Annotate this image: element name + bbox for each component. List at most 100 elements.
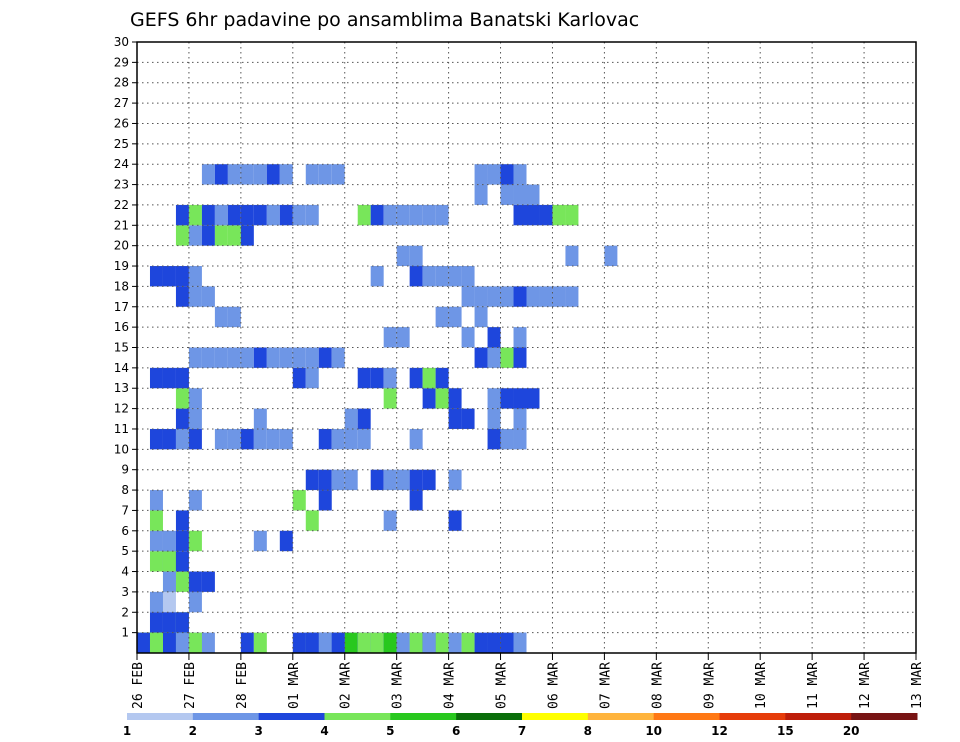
x-tick-label: 03 MAR — [391, 662, 406, 709]
heatmap-cell — [292, 632, 306, 653]
y-tick-label: 2 — [121, 605, 129, 619]
heatmap-cell — [240, 164, 254, 185]
x-tick-label: 02 MAR — [339, 662, 354, 709]
heatmap-cell — [188, 347, 202, 368]
heatmap-cell — [214, 225, 228, 246]
heatmap-cell — [162, 591, 176, 613]
heatmap-cell — [357, 204, 371, 226]
heatmap-cell — [448, 408, 462, 429]
heatmap-cell — [292, 347, 306, 368]
x-tick-label: 07 MAR — [598, 662, 613, 709]
y-tick-label: 29 — [114, 55, 129, 69]
heatmap-cell — [344, 469, 358, 491]
heatmap-cell — [175, 571, 189, 592]
legend-label: 15 — [777, 724, 794, 738]
heatmap-cell — [175, 510, 189, 531]
heatmap-cell — [500, 347, 514, 368]
heatmap-cell — [500, 428, 514, 450]
heatmap-cell — [513, 347, 527, 368]
heatmap-cell — [461, 286, 475, 307]
heatmap-cell — [409, 367, 423, 389]
legend-label: 6 — [452, 724, 460, 738]
y-tick-label: 19 — [114, 259, 129, 273]
y-tick-label: 28 — [114, 76, 129, 90]
y-tick-label: 16 — [114, 320, 129, 334]
heatmap-cell — [279, 428, 293, 450]
heatmap-cell — [331, 164, 345, 185]
y-tick-label: 21 — [114, 218, 129, 232]
legend-color-swatch — [851, 713, 918, 720]
grid-lines — [137, 42, 916, 653]
x-tick-label: 12 MAR — [858, 662, 873, 709]
y-tick-label: 11 — [114, 422, 129, 436]
heatmap-cell — [331, 428, 345, 450]
heatmap-cell — [188, 204, 202, 226]
heatmap-cell — [305, 347, 319, 368]
heatmap-cell — [383, 388, 397, 409]
heatmap-cell — [149, 428, 163, 450]
heatmap-cell — [552, 286, 566, 307]
heatmap-cell — [240, 225, 254, 246]
heatmap-cell — [513, 204, 527, 226]
heatmap-cell — [227, 225, 241, 246]
heatmap-cell — [409, 266, 423, 287]
heatmap-cell — [513, 184, 527, 205]
y-tick-label: 1 — [121, 626, 129, 640]
heatmap-cell — [422, 266, 436, 287]
heatmap-cell — [526, 204, 540, 226]
heatmap-cell — [318, 469, 332, 491]
heatmap-cell — [435, 306, 449, 328]
heatmap-cell — [552, 204, 566, 226]
heatmap-cell — [474, 184, 488, 205]
heatmap-cell — [448, 388, 462, 409]
y-tick-label: 3 — [121, 585, 129, 599]
heatmap-cell — [448, 632, 462, 653]
heatmap-cell — [344, 428, 358, 450]
legend-label: 10 — [645, 724, 662, 738]
chart-title: GEFS 6hr padavine po ansamblima Banatski… — [130, 9, 639, 31]
x-tick-label: 09 MAR — [702, 662, 717, 709]
heatmap-cell — [149, 530, 163, 552]
legend-color-swatch — [587, 713, 655, 720]
heatmap-cell — [513, 632, 527, 653]
heatmap-cell — [175, 225, 189, 246]
heatmap-cell — [487, 347, 501, 368]
heatmap-cell — [266, 204, 280, 226]
heatmap-cell — [474, 286, 488, 307]
legend-label: 2 — [189, 724, 197, 738]
heatmap-cell — [201, 632, 215, 653]
heatmap-cell — [539, 204, 553, 226]
heatmap-cell — [162, 612, 176, 633]
legend-label: 3 — [254, 724, 262, 738]
heatmap-cell — [448, 266, 462, 287]
heatmap-cell — [487, 286, 501, 307]
heatmap-cell — [214, 347, 228, 368]
heatmap-cell — [318, 428, 332, 450]
heatmap-cell — [370, 204, 384, 226]
heatmap-cell — [188, 632, 202, 653]
heatmap-cell — [422, 204, 436, 226]
heatmap-cell — [461, 327, 475, 348]
heatmap-cell — [162, 266, 176, 287]
heatmap-cell — [162, 551, 176, 572]
heatmap-cell — [162, 428, 176, 450]
heatmap-cell — [162, 632, 176, 653]
heatmap-cells — [137, 164, 618, 653]
x-tick-label: 04 MAR — [443, 662, 458, 709]
heatmap-cell — [474, 632, 488, 653]
legend-color-swatch — [522, 713, 589, 720]
heatmap-cell — [461, 632, 475, 653]
legend-color-swatch — [785, 713, 852, 720]
heatmap-cell — [175, 551, 189, 572]
heatmap-cell — [331, 347, 345, 368]
heatmap-cell — [188, 490, 202, 511]
legend-color-swatch — [258, 713, 325, 720]
heatmap-cell — [565, 286, 579, 307]
heatmap-cell — [422, 632, 436, 653]
heatmap-cell — [318, 632, 332, 653]
y-tick-label: 8 — [121, 483, 129, 497]
heatmap-cell — [539, 286, 553, 307]
heatmap-cell — [214, 306, 228, 328]
heatmap-cell — [448, 469, 462, 491]
heatmap-cell — [175, 408, 189, 429]
